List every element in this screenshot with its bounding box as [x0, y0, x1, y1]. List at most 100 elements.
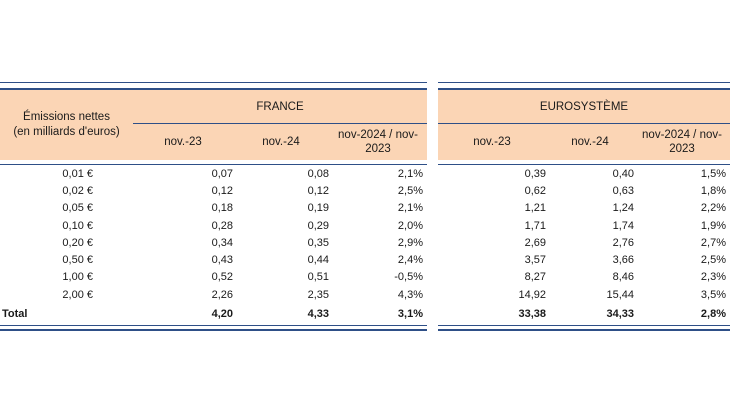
table-row: 3,57 3,66 2,5% — [438, 251, 730, 268]
col-nov24-header: nov.-24 — [546, 123, 634, 160]
table-row: 0,20 € 0,34 0,35 2,9% — [0, 234, 427, 251]
total-cell: 2,8% — [700, 308, 726, 321]
table-cell: 0,44 — [307, 254, 329, 267]
row-label-header: Émissions nettes (en milliards d'euros) — [0, 89, 133, 160]
table-cell: 2,69 — [524, 236, 546, 249]
table-cell: 2,5% — [397, 184, 423, 197]
col-variation-header: nov-2024 / nov- 2023 — [329, 123, 427, 160]
table-cell: 2,9% — [397, 236, 423, 249]
total-cell: 4,33 — [307, 308, 329, 321]
table-cell: 1,24 — [612, 202, 634, 215]
table-cell: 0,52 — [211, 271, 233, 284]
table-row: 0,50 € 0,43 0,44 2,4% — [0, 251, 427, 268]
row-label: 0,50 € — [62, 254, 93, 267]
col-variation-line1: nov-2024 / nov- — [642, 129, 722, 141]
col-variation-line1: nov-2024 / nov- — [338, 129, 418, 141]
table-cell: 0,35 — [307, 236, 329, 249]
table-cell: 2,26 — [211, 288, 233, 301]
table-cell: 0,28 — [211, 219, 233, 232]
table-row: 1,00 € 0,52 0,51 -0,5% — [0, 269, 427, 286]
table-cell: 2,7% — [700, 236, 726, 249]
table-cell: 0,19 — [307, 202, 329, 215]
table-cell: 2,3% — [700, 271, 726, 284]
table-row: 14,92 15,44 3,5% — [438, 286, 730, 303]
table-row: 0,05 € 0,18 0,19 2,1% — [0, 200, 427, 217]
table-cell: 2,1% — [397, 202, 423, 215]
table-cell: 15,44 — [606, 288, 634, 301]
total-row: 33,38 34,33 2,8% — [438, 303, 730, 326]
table-cell: 1,71 — [524, 219, 546, 232]
table-cell: 0,34 — [211, 236, 233, 249]
table-cell: 1,74 — [612, 219, 634, 232]
table-cell: 1,9% — [700, 219, 726, 232]
table-row: 1,71 1,74 1,9% — [438, 217, 730, 234]
col-variation-header: nov-2024 / nov- 2023 — [634, 123, 730, 160]
bottom-rule — [438, 325, 730, 332]
france-table: Émissions nettes (en milliards d'euros) … — [0, 82, 427, 332]
table-cell: 0,08 — [307, 167, 329, 180]
table-row: 2,69 2,76 2,7% — [438, 234, 730, 251]
table-row: 1,21 1,24 2,2% — [438, 200, 730, 217]
row-label-header-line1: Émissions nettes — [23, 111, 110, 123]
table-cell: 8,27 — [524, 271, 546, 284]
col-variation-line2: 2023 — [365, 143, 391, 155]
france-header: FRANCE — [133, 89, 427, 124]
col-nov23-header: nov.-23 — [133, 123, 233, 160]
total-cell: 33,38 — [518, 308, 546, 321]
total-cell: 34,33 — [606, 308, 634, 321]
table-cell: 0,12 — [211, 184, 233, 197]
total-label: Total — [2, 308, 28, 321]
table-cell: 2,2% — [700, 202, 726, 215]
table-cell: 2,76 — [612, 236, 634, 249]
table-cell: 0,40 — [612, 167, 634, 180]
eurosystem-table: EUROSYSTÈME nov.-23 nov.-24 nov-2024 / n… — [438, 82, 730, 332]
table-cell: 3,66 — [612, 254, 634, 267]
col-nov24-header: nov.-24 — [233, 123, 329, 160]
total-cell: 4,20 — [211, 308, 233, 321]
table-row: 0,39 0,40 1,5% — [438, 165, 730, 183]
table-cell: 2,0% — [397, 219, 423, 232]
table-cell: 3,5% — [700, 288, 726, 301]
row-label: 0,02 € — [62, 184, 93, 197]
row-label: 0,20 € — [62, 236, 93, 249]
col-variation-line2: 2023 — [669, 143, 695, 155]
table-row: 2,00 € 2,26 2,35 4,3% — [0, 286, 427, 303]
table-cell: 0,12 — [307, 184, 329, 197]
table-cell: 0,63 — [612, 184, 634, 197]
row-label: 0,05 € — [62, 202, 93, 215]
table-cell: -0,5% — [394, 271, 423, 284]
top-rule — [438, 82, 730, 90]
total-cell: 3,1% — [397, 308, 423, 321]
table-cell: 8,46 — [612, 271, 634, 284]
row-label: 1,00 € — [62, 271, 93, 284]
table-cell: 0,51 — [307, 271, 329, 284]
table-cell: 2,5% — [700, 254, 726, 267]
table-row: 0,01 € 0,07 0,08 2,1% — [0, 165, 427, 183]
eurosystem-header: EUROSYSTÈME — [438, 89, 730, 124]
table-cell: 1,21 — [524, 202, 546, 215]
row-label: 0,01 € — [62, 167, 93, 180]
table-cell: 0,29 — [307, 219, 329, 232]
table-cell: 1,5% — [700, 167, 726, 180]
table-cell: 2,35 — [307, 288, 329, 301]
table-cell: 0,07 — [211, 167, 233, 180]
table-row: 0,10 € 0,28 0,29 2,0% — [0, 217, 427, 234]
table-cell: 0,18 — [211, 202, 233, 215]
table-cell: 0,43 — [211, 254, 233, 267]
top-rule — [0, 82, 427, 90]
table-cell: 2,4% — [397, 254, 423, 267]
table-cell: 0,62 — [524, 184, 546, 197]
table-cell: 0,39 — [524, 167, 546, 180]
row-label-header-line2: (en milliards d'euros) — [13, 126, 120, 138]
table-cell: 1,8% — [700, 184, 726, 197]
table-cell: 2,1% — [397, 167, 423, 180]
table-cell: 4,3% — [397, 288, 423, 301]
bottom-rule — [0, 325, 427, 332]
row-label: 2,00 € — [62, 288, 93, 301]
table-row: 0,02 € 0,12 0,12 2,5% — [0, 182, 427, 199]
table-row: 8,27 8,46 2,3% — [438, 269, 730, 286]
table-row: 0,62 0,63 1,8% — [438, 182, 730, 199]
col-nov23-header: nov.-23 — [438, 123, 546, 160]
total-row: Total 4,20 4,33 3,1% — [0, 303, 427, 326]
row-label: 0,10 € — [62, 219, 93, 232]
